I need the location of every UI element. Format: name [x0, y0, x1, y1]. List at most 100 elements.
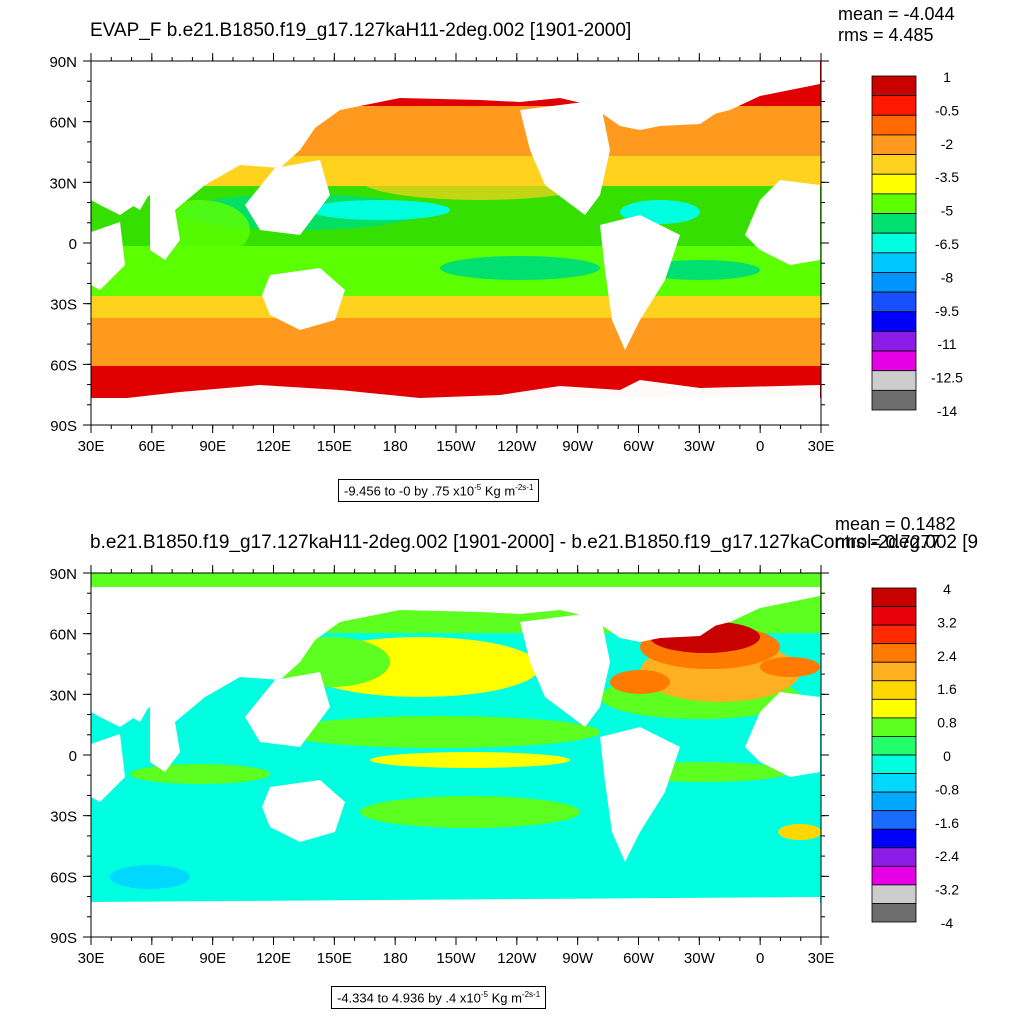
colorbar-swatch [871, 95, 917, 116]
colorbar-label: -2.4 [935, 848, 959, 864]
lon-tick-label: 30E [78, 950, 105, 967]
mean-stat: mean = 0.1482 [835, 514, 956, 534]
colorbar-swatch [871, 847, 917, 867]
lon-tick-label: 120W [497, 950, 537, 967]
colorbar-swatch [871, 865, 917, 886]
colorbar-label: 0.8 [937, 715, 957, 731]
colorbar-label: -6.5 [935, 236, 959, 252]
lon-tick-label: 120E [256, 950, 291, 967]
colorbar-swatch [871, 643, 917, 663]
panel-title: EVAP_F b.e21.B1850.f19_g17.127kaH11-2deg… [90, 20, 632, 41]
colorbar-swatch [871, 698, 917, 719]
lon-tick-label: 60E [138, 438, 165, 455]
panel-title: b.e21.B1850.f19_g17.127kaH11-2deg.002 [1… [90, 532, 979, 553]
colorbar-swatch [871, 587, 917, 607]
colorbar-label: 2.4 [937, 648, 957, 664]
lon-tick-label: 90E [199, 950, 226, 967]
colorbar-swatch [871, 810, 917, 830]
evap-map-panel: EVAP_F b.e21.B1850.f19_g17.127kaH11-2deg… [49, 4, 963, 503]
lat-tick-label: 30S [50, 297, 77, 314]
lon-tick-label: 120E [256, 438, 291, 455]
difference-map-panel: b.e21.B1850.f19_g17.127kaH11-2deg.002 [1… [0, 512, 1024, 1024]
colorbar-label: -11 [937, 336, 956, 352]
map-field [91, 573, 821, 937]
colorbar-label: -0.5 [935, 102, 959, 118]
lon-tick-label: 150W [436, 438, 476, 455]
lat-tick-label: 0 [69, 236, 77, 253]
lon-tick-label: 90E [199, 438, 226, 455]
colorbar-label: -12.5 [931, 370, 963, 386]
lon-tick-label: 30E [78, 438, 105, 455]
colorbar-swatch [871, 736, 917, 756]
colorbar-swatch [871, 754, 917, 774]
lon-tick-label: 60E [138, 950, 165, 967]
lon-tick-label: 30W [684, 438, 716, 455]
lon-tick-label: 90W [562, 950, 594, 967]
colorbar-label: -3.2 [935, 882, 959, 898]
lat-tick-label: 30S [50, 809, 77, 826]
rms-stat: rms = 4.485 [838, 25, 934, 45]
colorbar-label: 1 [943, 69, 951, 85]
colorbar-swatch [871, 291, 917, 313]
colorbar-swatch [871, 232, 917, 254]
lat-tick-label: 60S [50, 869, 77, 886]
map-field [91, 61, 821, 425]
colorbar-label: 3.2 [937, 614, 957, 630]
colorbar-swatch [871, 624, 917, 645]
colorbar-swatch [871, 717, 917, 737]
lon-tick-label: 180 [383, 438, 408, 455]
colorbar-swatch [871, 134, 917, 155]
lon-tick-label: 0 [756, 438, 764, 455]
colorbar-label: 0 [943, 748, 951, 764]
lat-tick-label: 60N [49, 627, 77, 644]
colorbar-swatch [871, 773, 917, 793]
lat-tick-label: 90S [50, 930, 77, 947]
rms-stat: rms = 0.7277 [835, 532, 941, 552]
colorbar-label: 4 [943, 581, 951, 597]
lon-tick-label: 30E [808, 950, 835, 967]
lon-tick-label: 150W [436, 950, 476, 967]
colorbar-swatch [871, 389, 917, 411]
colorbar-swatch [871, 75, 917, 97]
lon-tick-label: 150E [317, 438, 352, 455]
colorbar-swatch [871, 350, 917, 372]
colorbar-swatch [871, 903, 917, 923]
colorbar-swatch [871, 828, 917, 849]
colorbar-swatch [871, 370, 917, 391]
colorbar-label: -5 [941, 203, 954, 219]
lat-tick-label: 0 [69, 748, 77, 765]
colorbar-swatch [871, 331, 917, 352]
lat-tick-label: 30N [49, 687, 77, 704]
colorbar-swatch [871, 661, 917, 682]
colorbar-swatch [871, 213, 917, 234]
lon-tick-label: 30E [808, 438, 835, 455]
colorbar-swatch [871, 154, 917, 175]
lat-tick-label: 90S [50, 418, 77, 435]
contour-info-box: -9.456 to -0 by .75 x10-5 Kg m-2s-1 [338, 479, 540, 503]
colorbar-label: -4 [941, 915, 954, 931]
lon-tick-label: 180 [383, 950, 408, 967]
colorbar-label: -3.5 [935, 169, 959, 185]
lat-tick-label: 60S [50, 357, 77, 374]
lon-tick-label: 120W [497, 438, 537, 455]
lon-tick-label: 90W [562, 438, 594, 455]
colorbar-swatch [871, 311, 917, 332]
colorbar-swatch [871, 791, 917, 812]
colorbar-swatch [871, 114, 917, 136]
colorbar-swatch [871, 173, 917, 195]
colorbar-label: -9.5 [935, 303, 959, 319]
colorbar-swatch [871, 884, 917, 904]
mean-stat: mean = -4.044 [838, 4, 955, 24]
lon-tick-label: 60W [623, 438, 655, 455]
lat-tick-label: 60N [49, 115, 77, 132]
colorbar-label: -1.6 [935, 815, 959, 831]
colorbar-swatch [871, 252, 917, 273]
contour-info-box: -4.334 to 4.936 by .4 x10-5 Kg m-2s-1 [331, 986, 547, 1010]
colorbar-label: -0.8 [935, 781, 959, 797]
colorbar: 4 3.2 2.4 1.6 0.8 0 -0.8 -1.6 -2.4 -3.2 -4 [871, 581, 959, 931]
lat-tick-label: 90N [49, 566, 77, 583]
lon-tick-label: 30W [684, 950, 716, 967]
colorbar-swatch [871, 606, 917, 626]
